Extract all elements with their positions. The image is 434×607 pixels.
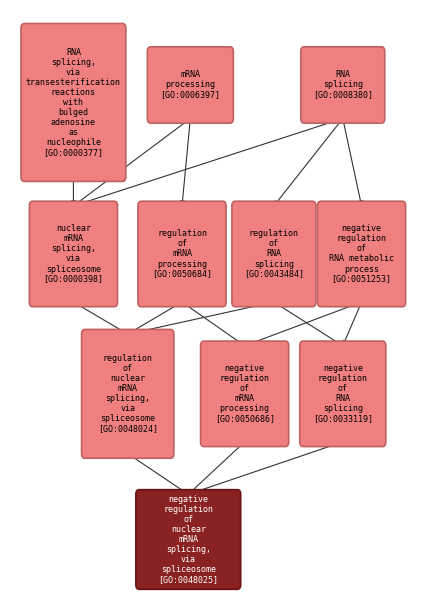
Text: regulation
of
mRNA
processing
[GO:0050684]: regulation of mRNA processing [GO:005068… — [151, 229, 211, 279]
FancyBboxPatch shape — [317, 202, 404, 307]
FancyBboxPatch shape — [82, 330, 174, 458]
Text: regulation
of
nuclear
mRNA
splicing,
via
spliceosome
[GO:0048024]: regulation of nuclear mRNA splicing, via… — [98, 354, 158, 433]
FancyBboxPatch shape — [200, 341, 288, 447]
Text: regulation
of
RNA
splicing
[GO:0043484]: regulation of RNA splicing [GO:0043484] — [243, 229, 303, 279]
FancyBboxPatch shape — [299, 341, 385, 447]
FancyBboxPatch shape — [21, 24, 125, 181]
FancyBboxPatch shape — [138, 202, 226, 307]
Text: RNA
splicing
[GO:0008380]: RNA splicing [GO:0008380] — [312, 70, 372, 100]
FancyBboxPatch shape — [135, 490, 240, 589]
FancyBboxPatch shape — [147, 47, 233, 123]
Text: negative
regulation
of
mRNA
processing
[GO:0050686]: negative regulation of mRNA processing [… — [214, 364, 274, 424]
FancyBboxPatch shape — [300, 47, 384, 123]
Text: negative
regulation
of
nuclear
mRNA
splicing,
via
spliceosome
[GO:0048025]: negative regulation of nuclear mRNA spli… — [158, 495, 218, 584]
Text: mRNA
processing
[GO:0006397]: mRNA processing [GO:0006397] — [160, 70, 220, 100]
Text: nuclear
mRNA
splicing,
via
spliceosome
[GO:0000398]: nuclear mRNA splicing, via spliceosome [… — [43, 225, 103, 283]
Text: RNA
splicing,
via
transesterification
reactions
with
bulged
adenosine
as
nucleop: RNA splicing, via transesterification re… — [26, 48, 121, 157]
Text: negative
regulation
of
RNA
splicing
[GO:0033119]: negative regulation of RNA splicing [GO:… — [312, 364, 372, 424]
Text: negative
regulation
of
RNA metabolic
process
[GO:0051253]: negative regulation of RNA metabolic pro… — [328, 225, 393, 283]
FancyBboxPatch shape — [231, 202, 315, 307]
FancyBboxPatch shape — [30, 202, 117, 307]
